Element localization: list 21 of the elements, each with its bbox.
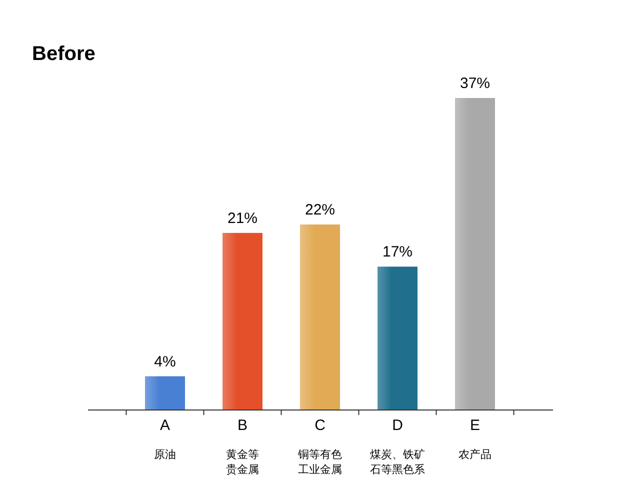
text: 农产品 xyxy=(458,448,492,461)
bar xyxy=(378,266,418,410)
data-label: 22% xyxy=(304,201,336,218)
bar xyxy=(300,224,340,410)
x-tick-label: A xyxy=(160,417,170,434)
text: 铜等有色工业金属 xyxy=(297,449,342,476)
data-label: 17% xyxy=(382,244,413,261)
text: 原油 xyxy=(154,448,176,461)
x-tick-label: E xyxy=(470,417,480,434)
bar xyxy=(455,98,495,410)
data-label: 21% xyxy=(227,210,258,227)
text: 黄金等贵金属 xyxy=(226,448,259,476)
bar xyxy=(222,232,262,410)
data-label: 4% xyxy=(154,353,176,370)
bar xyxy=(145,376,185,410)
chart-title: Before xyxy=(32,43,96,65)
x-tick-label: D xyxy=(392,417,404,434)
data-label: 37% xyxy=(460,75,490,92)
x-tick-label: C xyxy=(314,417,326,434)
text: 煤炭、铁矿石等黑色系 xyxy=(370,448,425,476)
x-tick-label: B xyxy=(237,417,248,434)
